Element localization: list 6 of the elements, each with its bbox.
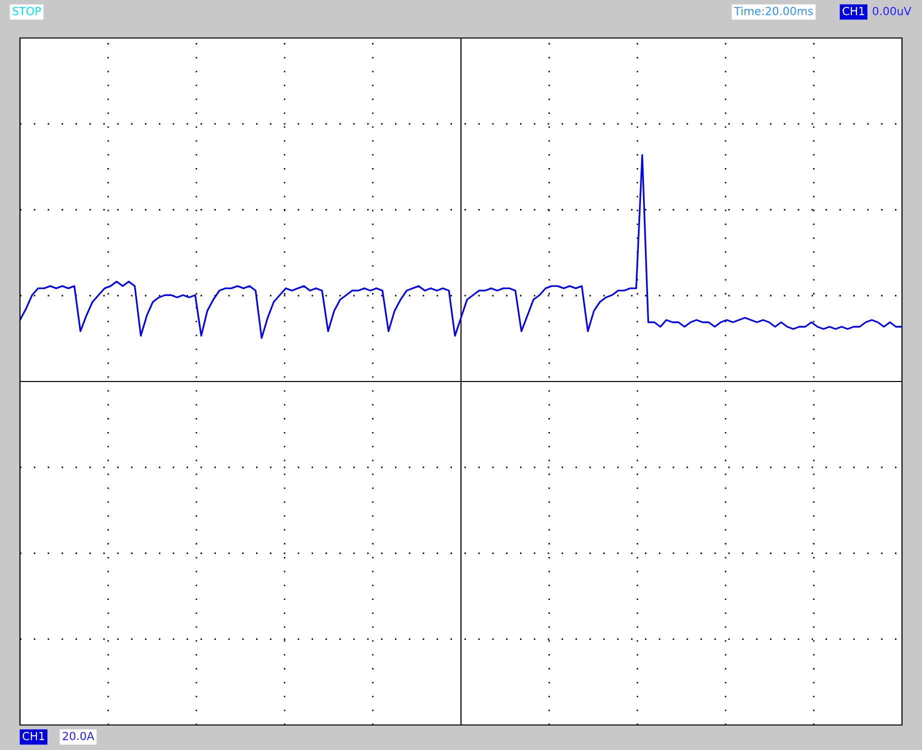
- text: STOP: [12, 6, 41, 16]
- text: Time:20.00ms: [734, 6, 813, 16]
- text: 0.00uV: [872, 6, 912, 16]
- text: CH1: [842, 6, 864, 16]
- text: CH1: [22, 732, 44, 740]
- text: 20.0A: [62, 732, 94, 740]
